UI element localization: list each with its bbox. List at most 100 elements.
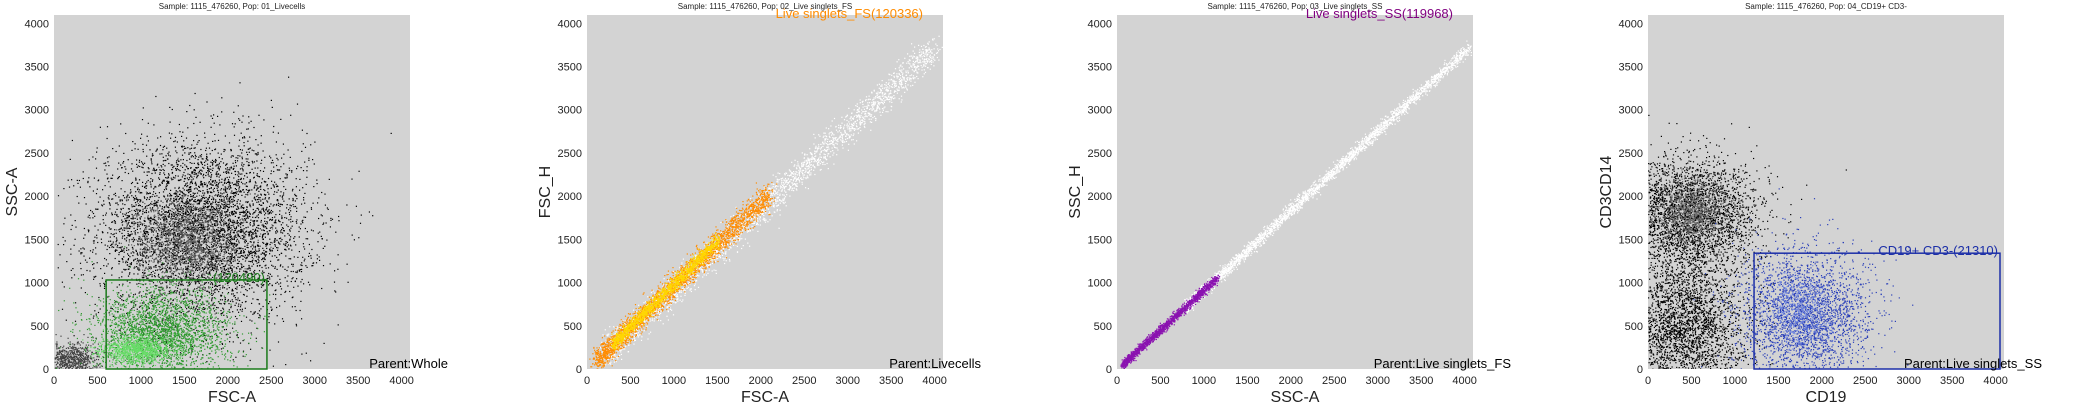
data-point: [241, 235, 243, 237]
data-point: [219, 235, 221, 237]
data-point: [248, 277, 250, 280]
data-point: [250, 238, 252, 240]
data-point: [310, 257, 312, 259]
data-point: [240, 207, 242, 209]
data-point: [234, 235, 236, 238]
data-point: [202, 276, 204, 278]
data-point: [226, 198, 228, 200]
data-point: [145, 144, 148, 146]
data-point: [217, 256, 219, 258]
data-point: [102, 189, 104, 191]
data-point: [174, 177, 176, 179]
data-point: [173, 193, 175, 195]
data-point: [223, 197, 225, 199]
data-point: [118, 284, 120, 286]
data-point: [185, 211, 187, 213]
data-point: [292, 263, 294, 265]
data-point: [306, 166, 308, 168]
data-point: [196, 278, 199, 280]
data-point: [205, 160, 207, 162]
data-point: [241, 285, 243, 287]
data-point: [165, 341, 167, 343]
data-point: [187, 206, 190, 208]
data-point: [112, 234, 114, 236]
data-point: [264, 255, 266, 257]
data-point: [113, 220, 115, 222]
data-point: [196, 267, 198, 269]
data-point: [257, 299, 259, 301]
data-point: [148, 266, 150, 268]
data-point: [174, 267, 176, 269]
data-point: [188, 202, 190, 204]
data-point: [207, 272, 209, 274]
data-point: [182, 149, 184, 151]
data-point: [267, 233, 269, 236]
data-point: [257, 227, 259, 229]
data-point: [223, 148, 225, 151]
data-point: [164, 165, 166, 167]
data-point: [215, 200, 217, 202]
data-point: [217, 240, 219, 242]
data-point: [225, 334, 227, 336]
data-point: [304, 258, 306, 260]
data-point: [254, 269, 256, 272]
data-point: [207, 220, 209, 222]
data-point: [142, 211, 144, 213]
data-point: [248, 264, 250, 267]
data-point: [146, 193, 148, 195]
data-point: [128, 196, 130, 198]
data-point: [148, 241, 150, 243]
data-point: [214, 235, 216, 237]
data-point: [206, 232, 208, 234]
data-point: [191, 179, 193, 181]
data-point: [270, 203, 272, 205]
data-point: [140, 259, 142, 261]
data-point: [189, 162, 191, 164]
data-point: [287, 275, 289, 277]
data-point: [166, 212, 168, 214]
data-point: [163, 195, 165, 197]
data-point: [85, 203, 87, 205]
data-point: [184, 206, 186, 208]
data-point: [224, 272, 226, 274]
data-point: [276, 164, 278, 167]
data-point: [212, 216, 214, 218]
data-point: [168, 151, 170, 153]
data-point: [128, 216, 130, 218]
data-point: [146, 171, 148, 173]
data-point: [295, 221, 297, 223]
data-point: [211, 117, 214, 119]
data-point: [271, 249, 273, 251]
data-point: [173, 242, 175, 244]
data-point: [174, 263, 176, 265]
data-point: [241, 310, 243, 312]
data-point: [187, 195, 189, 197]
data-point: [156, 355, 158, 357]
data-point: [215, 228, 218, 231]
data-point: [230, 305, 232, 307]
data-point: [229, 186, 231, 188]
data-point: [123, 249, 125, 251]
data-point: [134, 230, 137, 232]
data-point: [258, 212, 260, 214]
data-point: [204, 255, 206, 257]
data-point: [229, 332, 231, 334]
data-point: [237, 182, 239, 185]
data-point: [84, 292, 86, 294]
data-point: [207, 206, 209, 208]
data-point: [66, 261, 68, 263]
data-point: [213, 122, 215, 124]
data-point: [321, 287, 323, 290]
data-point: [177, 256, 180, 258]
data-point: [146, 185, 148, 187]
data-point: [207, 205, 210, 208]
data-point: [220, 161, 222, 163]
data-point: [174, 196, 176, 198]
data-point: [146, 192, 148, 194]
data-point: [241, 229, 243, 231]
data-point: [148, 307, 150, 309]
data-point: [201, 163, 203, 166]
data-point: [185, 212, 187, 214]
data-point: [238, 216, 240, 218]
data-point: [190, 194, 192, 196]
